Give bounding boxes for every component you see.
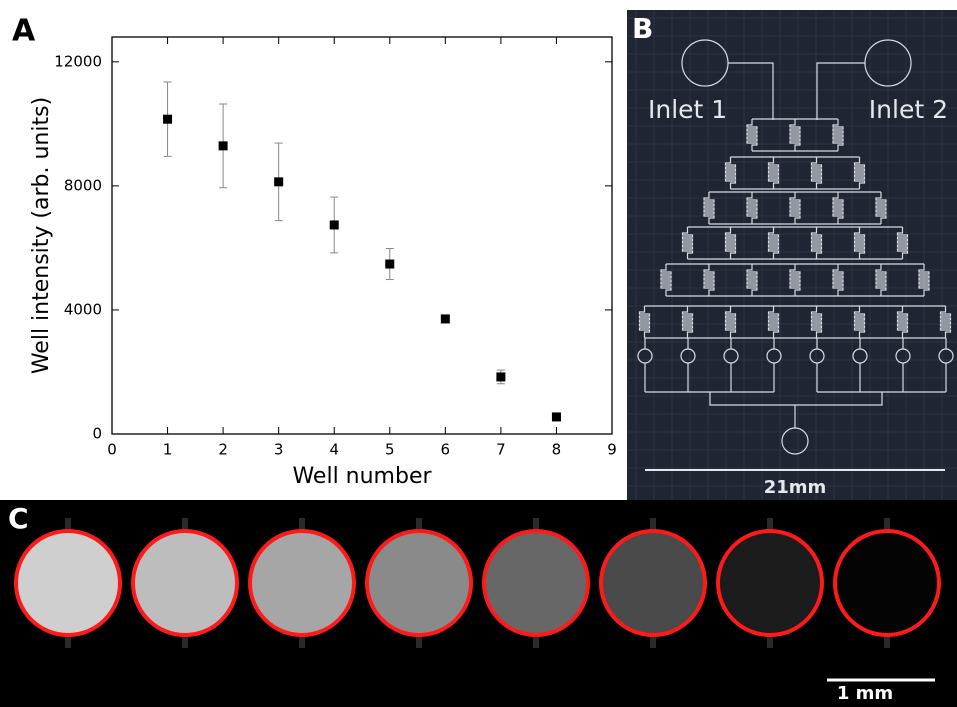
panel-label: C xyxy=(8,502,29,535)
panel-label: B xyxy=(632,12,653,45)
serpentine-channel xyxy=(918,264,930,296)
serpentine-channel xyxy=(767,157,780,189)
outlet xyxy=(781,427,809,455)
point xyxy=(496,372,506,382)
inlet-label: Inlet 1 xyxy=(648,95,727,124)
serpentine-channel xyxy=(832,192,844,224)
y-axis-label: Well intensity (arb. units) xyxy=(29,97,54,374)
serpentine-channel xyxy=(746,119,758,151)
x-tick-label: 5 xyxy=(385,441,395,459)
x-tick-label: 3 xyxy=(274,441,284,459)
y-tick-label: 0 xyxy=(92,425,102,443)
serpentine-channel xyxy=(875,264,887,296)
point xyxy=(329,220,339,230)
serpentine-channel xyxy=(789,264,801,296)
well-image xyxy=(365,529,473,637)
serpentine-channel xyxy=(810,157,823,189)
serpentine-channel xyxy=(703,264,715,296)
well-image xyxy=(248,529,356,637)
point xyxy=(385,259,395,269)
well-image xyxy=(131,529,239,637)
x-tick-label: 0 xyxy=(107,441,117,459)
serpentine-channel xyxy=(767,227,780,259)
serpentine-channel xyxy=(875,192,887,224)
serpentine-channel xyxy=(810,306,823,338)
plot-frame xyxy=(111,36,613,435)
point xyxy=(551,412,561,422)
y-tick-label: 8000 xyxy=(64,176,102,194)
scale-label: 21mm xyxy=(764,477,827,498)
well-image xyxy=(599,529,707,637)
serpentine-channel xyxy=(853,306,866,338)
x-tick-label: 6 xyxy=(441,441,451,459)
serpentine-channel xyxy=(681,227,694,259)
channel xyxy=(728,62,865,120)
point xyxy=(274,177,284,187)
point xyxy=(163,114,173,124)
serpentine-channel xyxy=(724,157,737,189)
serpentine-channel xyxy=(832,119,844,151)
well-image xyxy=(14,529,122,637)
x-tick-label: 4 xyxy=(329,441,339,459)
point xyxy=(440,314,450,324)
scatter-plot: 0 1 2 3 4 5 6 7 8 9 0 4000 8000 12000 Well number Well … xyxy=(29,36,617,489)
point xyxy=(218,141,228,151)
well-image xyxy=(716,529,824,637)
serpentine-channel xyxy=(832,264,844,296)
well-image xyxy=(482,529,590,637)
serpentine-channel xyxy=(767,306,780,338)
inlet-label: Inlet 2 xyxy=(869,95,948,124)
y-tick-label: 12000 xyxy=(54,52,102,70)
channel xyxy=(645,391,946,428)
panel-label: A xyxy=(12,14,36,49)
diagram-grid xyxy=(627,10,957,500)
serpentine-channel xyxy=(896,227,909,259)
scale-label: 1 mm xyxy=(837,683,893,704)
x-tick-label: 7 xyxy=(496,441,506,459)
diagram xyxy=(637,39,954,455)
serpentine-channel xyxy=(681,306,694,338)
well-image xyxy=(833,529,941,637)
serpentine-channel xyxy=(896,306,909,338)
serpentine-channel xyxy=(853,157,866,189)
serpentine-channel xyxy=(638,306,651,338)
serpentine-channel xyxy=(853,227,866,259)
serpentine-channel xyxy=(810,227,823,259)
serpentine-channel xyxy=(939,306,952,338)
x-tick-label: 1 xyxy=(163,441,173,459)
serpentine-channel xyxy=(724,306,737,338)
x-tick-label: 8 xyxy=(552,441,562,459)
y-tick-label: 4000 xyxy=(64,300,102,318)
x-tick-label: 9 xyxy=(607,441,617,459)
x-tick-label: 2 xyxy=(218,441,228,459)
serpentine-channel xyxy=(703,192,715,224)
serpentine-channel xyxy=(789,119,801,151)
x-axis-label: Well number xyxy=(292,464,432,489)
serpentine-channel xyxy=(660,264,672,296)
serpentine-channel xyxy=(746,264,758,296)
diagram-background xyxy=(627,10,957,500)
serpentine-channel xyxy=(724,227,737,259)
micrograph xyxy=(14,518,941,648)
serpentine-channel xyxy=(789,192,801,224)
serpentine-channel xyxy=(746,192,758,224)
